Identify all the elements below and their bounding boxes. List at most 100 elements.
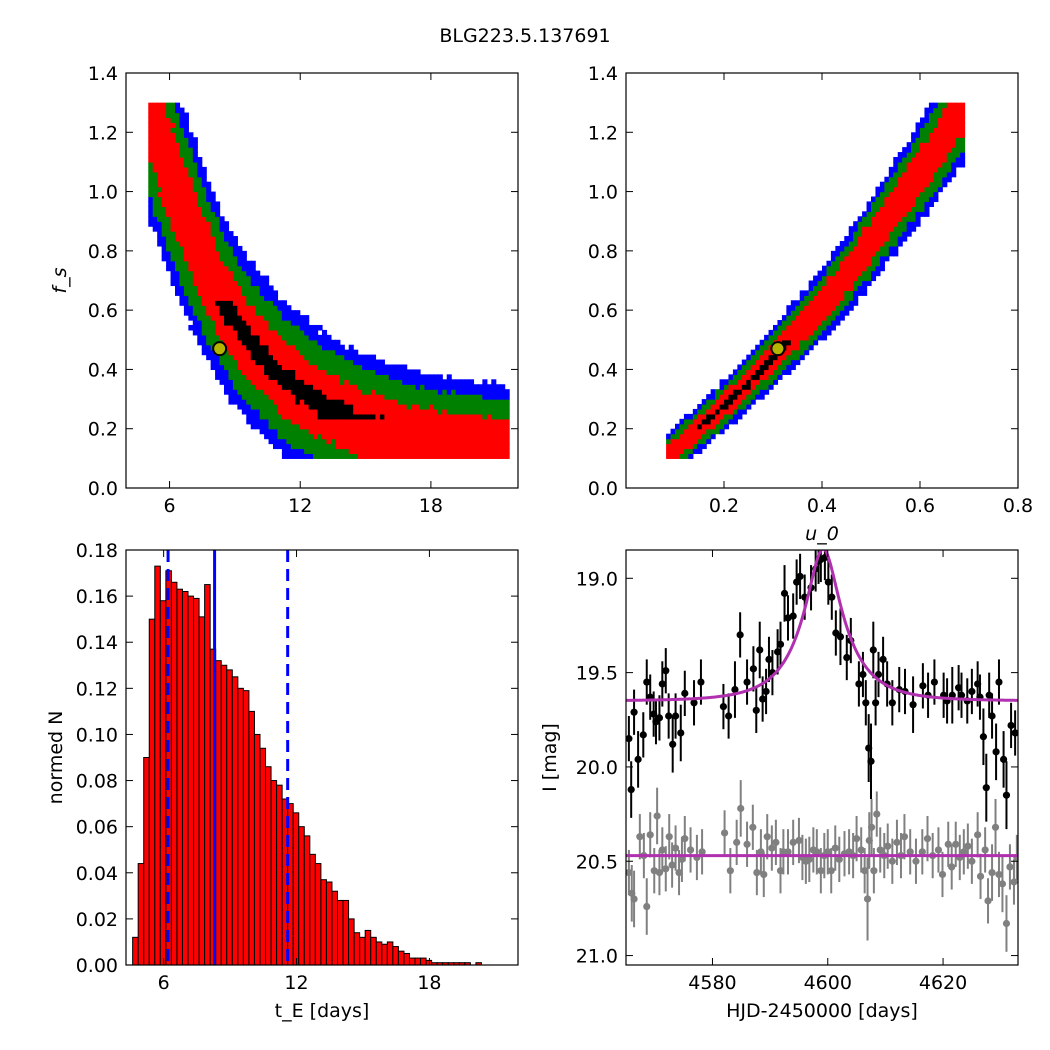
posterior-cell [344, 364, 350, 371]
posterior-cell [897, 171, 903, 178]
posterior-cell [933, 161, 939, 168]
posterior-cell [157, 161, 163, 168]
posterior-cell [737, 404, 743, 410]
posterior-cell [946, 156, 952, 163]
posterior-cell [375, 423, 381, 430]
posterior-cell [884, 255, 890, 262]
posterior-cell [451, 408, 457, 415]
posterior-cell [844, 270, 850, 277]
posterior-cell [371, 389, 377, 395]
posterior-cell [246, 408, 252, 415]
posterior-cell [402, 453, 408, 459]
posterior-cell [866, 275, 872, 282]
posterior-cell [777, 334, 783, 341]
posterior-cell [862, 275, 868, 282]
posterior-cell [322, 394, 328, 400]
posterior-cell [192, 221, 198, 227]
posterior-cell [437, 448, 443, 455]
posterior-cell [853, 280, 859, 287]
posterior-cell [197, 161, 203, 168]
data-point [733, 838, 741, 846]
posterior-cell [281, 354, 287, 361]
posterior-cell [330, 349, 336, 356]
posterior-cell [379, 394, 385, 400]
posterior-cell [915, 127, 921, 133]
posterior-cell [183, 231, 189, 237]
y-tick-label: 0.6 [588, 300, 618, 322]
posterior-cell [170, 221, 176, 227]
posterior-cell [277, 379, 283, 385]
posterior-cell [437, 379, 443, 385]
posterior-cell [724, 418, 730, 425]
posterior-cell [192, 329, 198, 336]
posterior-cell [504, 404, 510, 410]
posterior-cell [179, 250, 185, 257]
posterior-cell [464, 418, 470, 425]
posterior-cell [701, 438, 707, 445]
posterior-cell [170, 112, 176, 119]
posterior-cell [879, 240, 885, 247]
posterior-cell [737, 374, 743, 380]
posterior-cell [232, 255, 238, 262]
posterior-cell [175, 156, 181, 163]
posterior-cell [308, 384, 314, 390]
posterior-cell [228, 236, 234, 242]
posterior-cell [937, 166, 943, 173]
posterior-cell [335, 438, 341, 445]
posterior-cell [871, 221, 877, 227]
data-point [888, 699, 896, 707]
posterior-cell [379, 453, 385, 459]
posterior-cell [304, 418, 310, 425]
posterior-cell [281, 408, 287, 415]
posterior-cell [210, 250, 216, 257]
posterior-cell [353, 428, 359, 435]
posterior-cell [179, 201, 185, 207]
posterior-cell [317, 344, 323, 351]
posterior-cell [183, 152, 189, 158]
posterior-cell [273, 349, 279, 356]
data-point [1002, 919, 1011, 928]
posterior-cell [486, 438, 492, 445]
posterior-cell [955, 147, 961, 153]
posterior-cell [237, 315, 243, 321]
posterior-cell [451, 423, 457, 430]
posterior-cell [268, 305, 274, 311]
posterior-cell [464, 404, 470, 410]
posterior-cell [348, 428, 354, 435]
posterior-cell [210, 290, 216, 296]
posterior-cell [228, 374, 234, 380]
posterior-cell [224, 255, 230, 262]
posterior-cell [241, 290, 247, 296]
posterior-cell [777, 324, 783, 331]
posterior-cell [148, 201, 154, 207]
posterior-cell [866, 245, 872, 252]
posterior-cell [464, 428, 470, 435]
posterior-cell [764, 344, 770, 351]
posterior-cell [888, 176, 894, 183]
posterior-cell [437, 418, 443, 425]
posterior-cell [871, 206, 877, 212]
posterior-cell [192, 216, 198, 222]
posterior-cell [157, 122, 163, 128]
posterior-cell [446, 443, 452, 450]
posterior-cell [255, 315, 261, 321]
posterior-cell [192, 300, 198, 306]
posterior-cell [197, 171, 203, 178]
posterior-cell [393, 404, 399, 410]
posterior-cell [353, 438, 359, 445]
posterior-cell [853, 285, 859, 291]
posterior-cell [737, 379, 743, 385]
posterior-cell [804, 334, 810, 341]
posterior-cell [848, 245, 854, 252]
posterior-cell [848, 265, 854, 272]
posterior-cell [384, 428, 390, 435]
posterior-cell [473, 438, 479, 445]
posterior-cell [835, 260, 841, 267]
posterior-cell [911, 166, 917, 173]
posterior-cell [148, 196, 154, 203]
y-tick-label: 1.4 [588, 63, 618, 85]
posterior-cell [273, 344, 279, 351]
posterior-cell [464, 413, 470, 420]
posterior-cell [308, 418, 314, 425]
posterior-cell [259, 295, 265, 301]
